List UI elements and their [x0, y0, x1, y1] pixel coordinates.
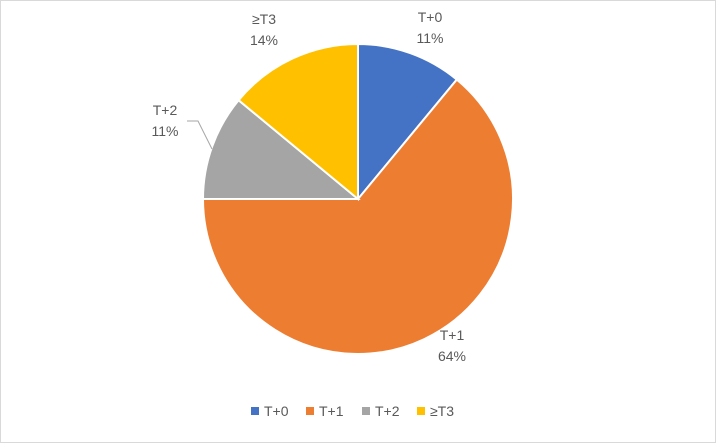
slice-label-t2-percent: 11% [152, 123, 179, 139]
legend: T+0 T+1 T+2 ≥T3 [251, 403, 454, 419]
pie-slice-t3 [237, 42, 359, 202]
legend-swatch-t1 [306, 407, 314, 415]
legend-label-t2: T+2 [375, 403, 400, 419]
slice-label-t3-percent: 14% [250, 32, 278, 48]
legend-label-t0: T+0 [264, 403, 289, 419]
legend-swatch-t3 [417, 407, 425, 415]
legend-label-t3: ≥T3 [430, 403, 454, 419]
slice-label-t0-name: T+0 [418, 9, 443, 25]
slice-label-t1-percent: 64% [438, 348, 466, 364]
pie-slice-t0 [357, 42, 459, 202]
pie-slices [201, 42, 514, 355]
legend-label-t1: T+1 [319, 403, 344, 419]
pie-slice-t1 [201, 78, 514, 355]
leader-line-t2 [187, 120, 213, 150]
slice-label-t3-name: ≥T3 [252, 11, 276, 27]
slice-label-t1-name: T+1 [440, 327, 465, 343]
legend-swatch-t2 [362, 407, 370, 415]
slice-label-t2-name: T+2 [153, 102, 178, 118]
slice-label-t0-percent: 11% [417, 30, 444, 46]
pie-slice-t2 [201, 98, 361, 200]
legend-swatch-t0 [251, 407, 259, 415]
